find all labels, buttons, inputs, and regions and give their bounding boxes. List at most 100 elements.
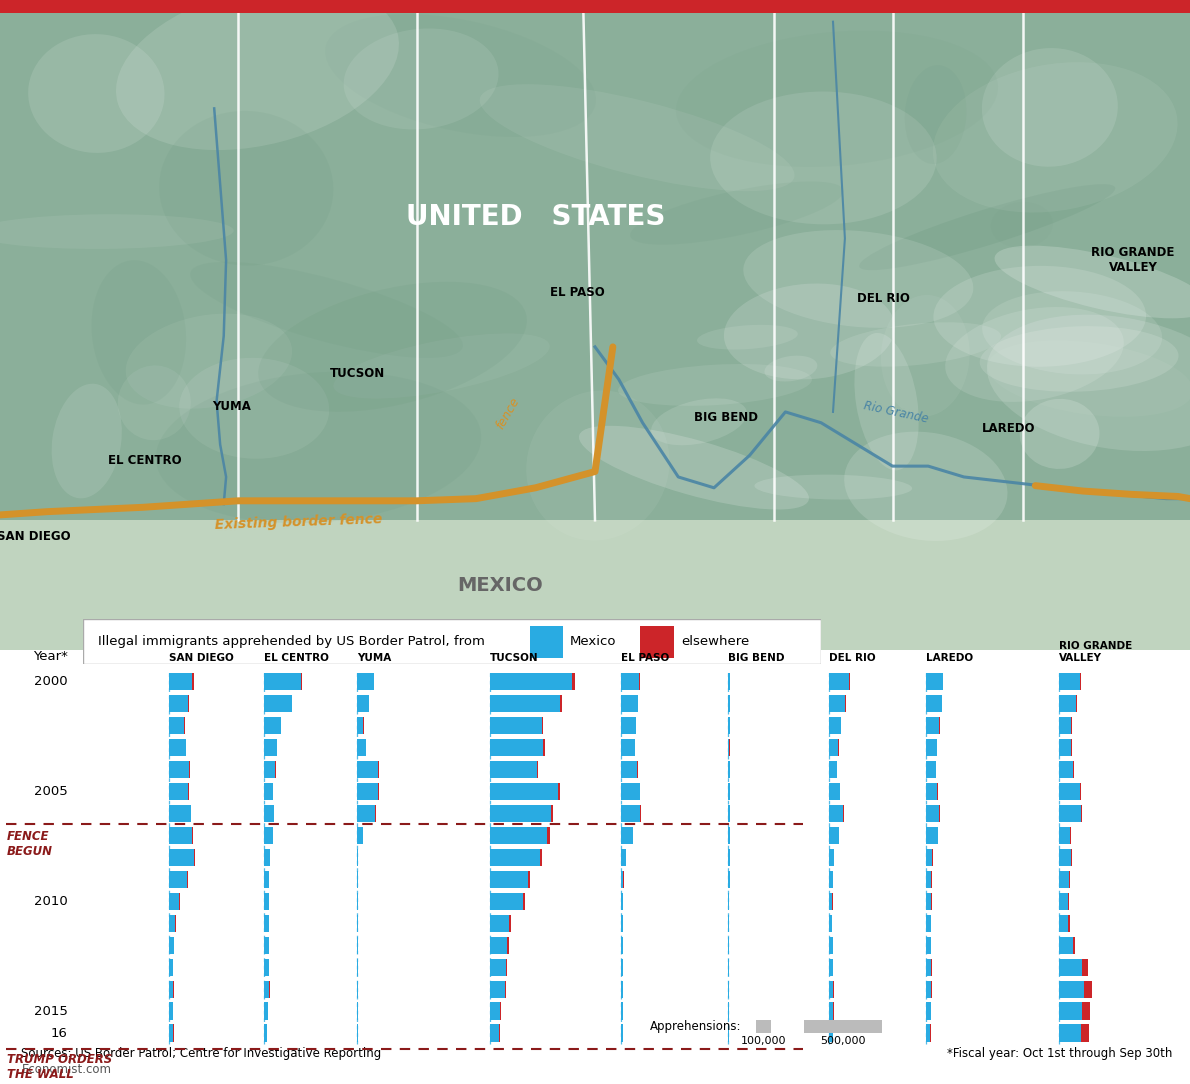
Bar (1059, 958, 1083, 976)
Bar (490, 827, 547, 844)
Bar (500, 1003, 501, 1020)
Bar (169, 849, 194, 866)
Ellipse shape (764, 356, 818, 382)
Bar (926, 761, 935, 778)
Ellipse shape (159, 111, 333, 266)
Bar (0, 0, 1190, 13)
Bar (169, 761, 189, 778)
Bar (829, 937, 833, 954)
Bar (490, 870, 527, 888)
Bar (1059, 915, 1069, 932)
Bar (829, 1003, 833, 1020)
Bar (490, 761, 537, 778)
Bar (621, 783, 639, 800)
Bar (169, 1003, 173, 1020)
Bar (0, 0, 1190, 520)
Ellipse shape (933, 62, 1178, 212)
Text: Rio Grande: Rio Grande (863, 399, 929, 426)
Text: *Fiscal year: Oct 1st through Sep 30th: *Fiscal year: Oct 1st through Sep 30th (947, 1046, 1172, 1059)
Bar (829, 739, 839, 757)
Bar (490, 937, 507, 954)
Bar (1059, 849, 1071, 866)
Bar (509, 915, 511, 932)
Bar (1059, 673, 1079, 691)
Ellipse shape (945, 307, 1123, 402)
Ellipse shape (982, 48, 1117, 167)
Text: 2010: 2010 (35, 894, 68, 907)
Ellipse shape (904, 65, 966, 164)
Ellipse shape (630, 181, 844, 245)
Text: 16: 16 (51, 1027, 68, 1040)
Bar (829, 695, 845, 712)
Bar (169, 739, 186, 757)
Bar (804, 1020, 882, 1033)
Bar (490, 673, 572, 691)
Bar (357, 761, 378, 778)
Bar (728, 849, 729, 866)
Bar (490, 915, 509, 932)
Bar (499, 1024, 500, 1042)
Bar (1082, 1003, 1090, 1020)
Text: 2005: 2005 (35, 785, 68, 798)
Bar (1059, 1024, 1081, 1042)
Bar (490, 695, 559, 712)
Bar (490, 804, 551, 822)
Ellipse shape (190, 262, 463, 358)
Bar (829, 673, 848, 691)
Bar (621, 739, 634, 757)
Ellipse shape (979, 326, 1178, 391)
Bar (169, 958, 174, 976)
Bar (357, 673, 374, 691)
Bar (537, 761, 538, 778)
Bar (540, 849, 543, 866)
Bar (926, 827, 938, 844)
Bar (621, 937, 622, 954)
Text: SAN DIEGO: SAN DIEGO (0, 530, 70, 543)
Text: DEL RIO: DEL RIO (857, 292, 909, 305)
Text: RIO GRANDE
VALLEY: RIO GRANDE VALLEY (1059, 641, 1133, 662)
Ellipse shape (115, 0, 399, 150)
Ellipse shape (325, 14, 596, 137)
Bar (1059, 761, 1073, 778)
Bar (926, 717, 939, 734)
Bar (728, 783, 729, 800)
Ellipse shape (0, 215, 233, 249)
Bar (0, 520, 1190, 650)
Bar (264, 1003, 268, 1020)
Bar (926, 958, 931, 976)
Bar (490, 1003, 500, 1020)
Bar (264, 893, 269, 909)
Text: TUCSON: TUCSON (330, 367, 384, 380)
Text: 2015: 2015 (35, 1005, 68, 1018)
Bar (621, 717, 635, 734)
Text: fence: fence (494, 395, 522, 431)
Ellipse shape (1020, 399, 1100, 469)
Bar (541, 717, 544, 734)
Bar (926, 783, 938, 800)
Bar (1059, 937, 1072, 954)
Bar (926, 1003, 931, 1020)
Bar (490, 981, 505, 997)
Ellipse shape (854, 333, 919, 470)
Bar (1083, 958, 1088, 976)
Text: EL PASO: EL PASO (550, 286, 605, 299)
Bar (1072, 937, 1076, 954)
Text: LAREDO: LAREDO (926, 653, 973, 662)
Ellipse shape (156, 372, 481, 524)
Ellipse shape (982, 292, 1163, 374)
Ellipse shape (995, 246, 1190, 319)
Bar (169, 915, 175, 932)
Bar (621, 849, 626, 866)
Ellipse shape (118, 365, 190, 440)
Ellipse shape (744, 230, 973, 327)
Bar (169, 717, 184, 734)
Bar (524, 893, 526, 909)
Ellipse shape (710, 91, 937, 224)
Bar (527, 870, 530, 888)
Text: LAREDO: LAREDO (983, 422, 1035, 435)
Bar (169, 804, 190, 822)
Bar (547, 827, 550, 844)
Bar (621, 893, 624, 909)
Bar (264, 739, 277, 757)
Text: Apprehensions:: Apprehensions: (650, 1020, 741, 1033)
